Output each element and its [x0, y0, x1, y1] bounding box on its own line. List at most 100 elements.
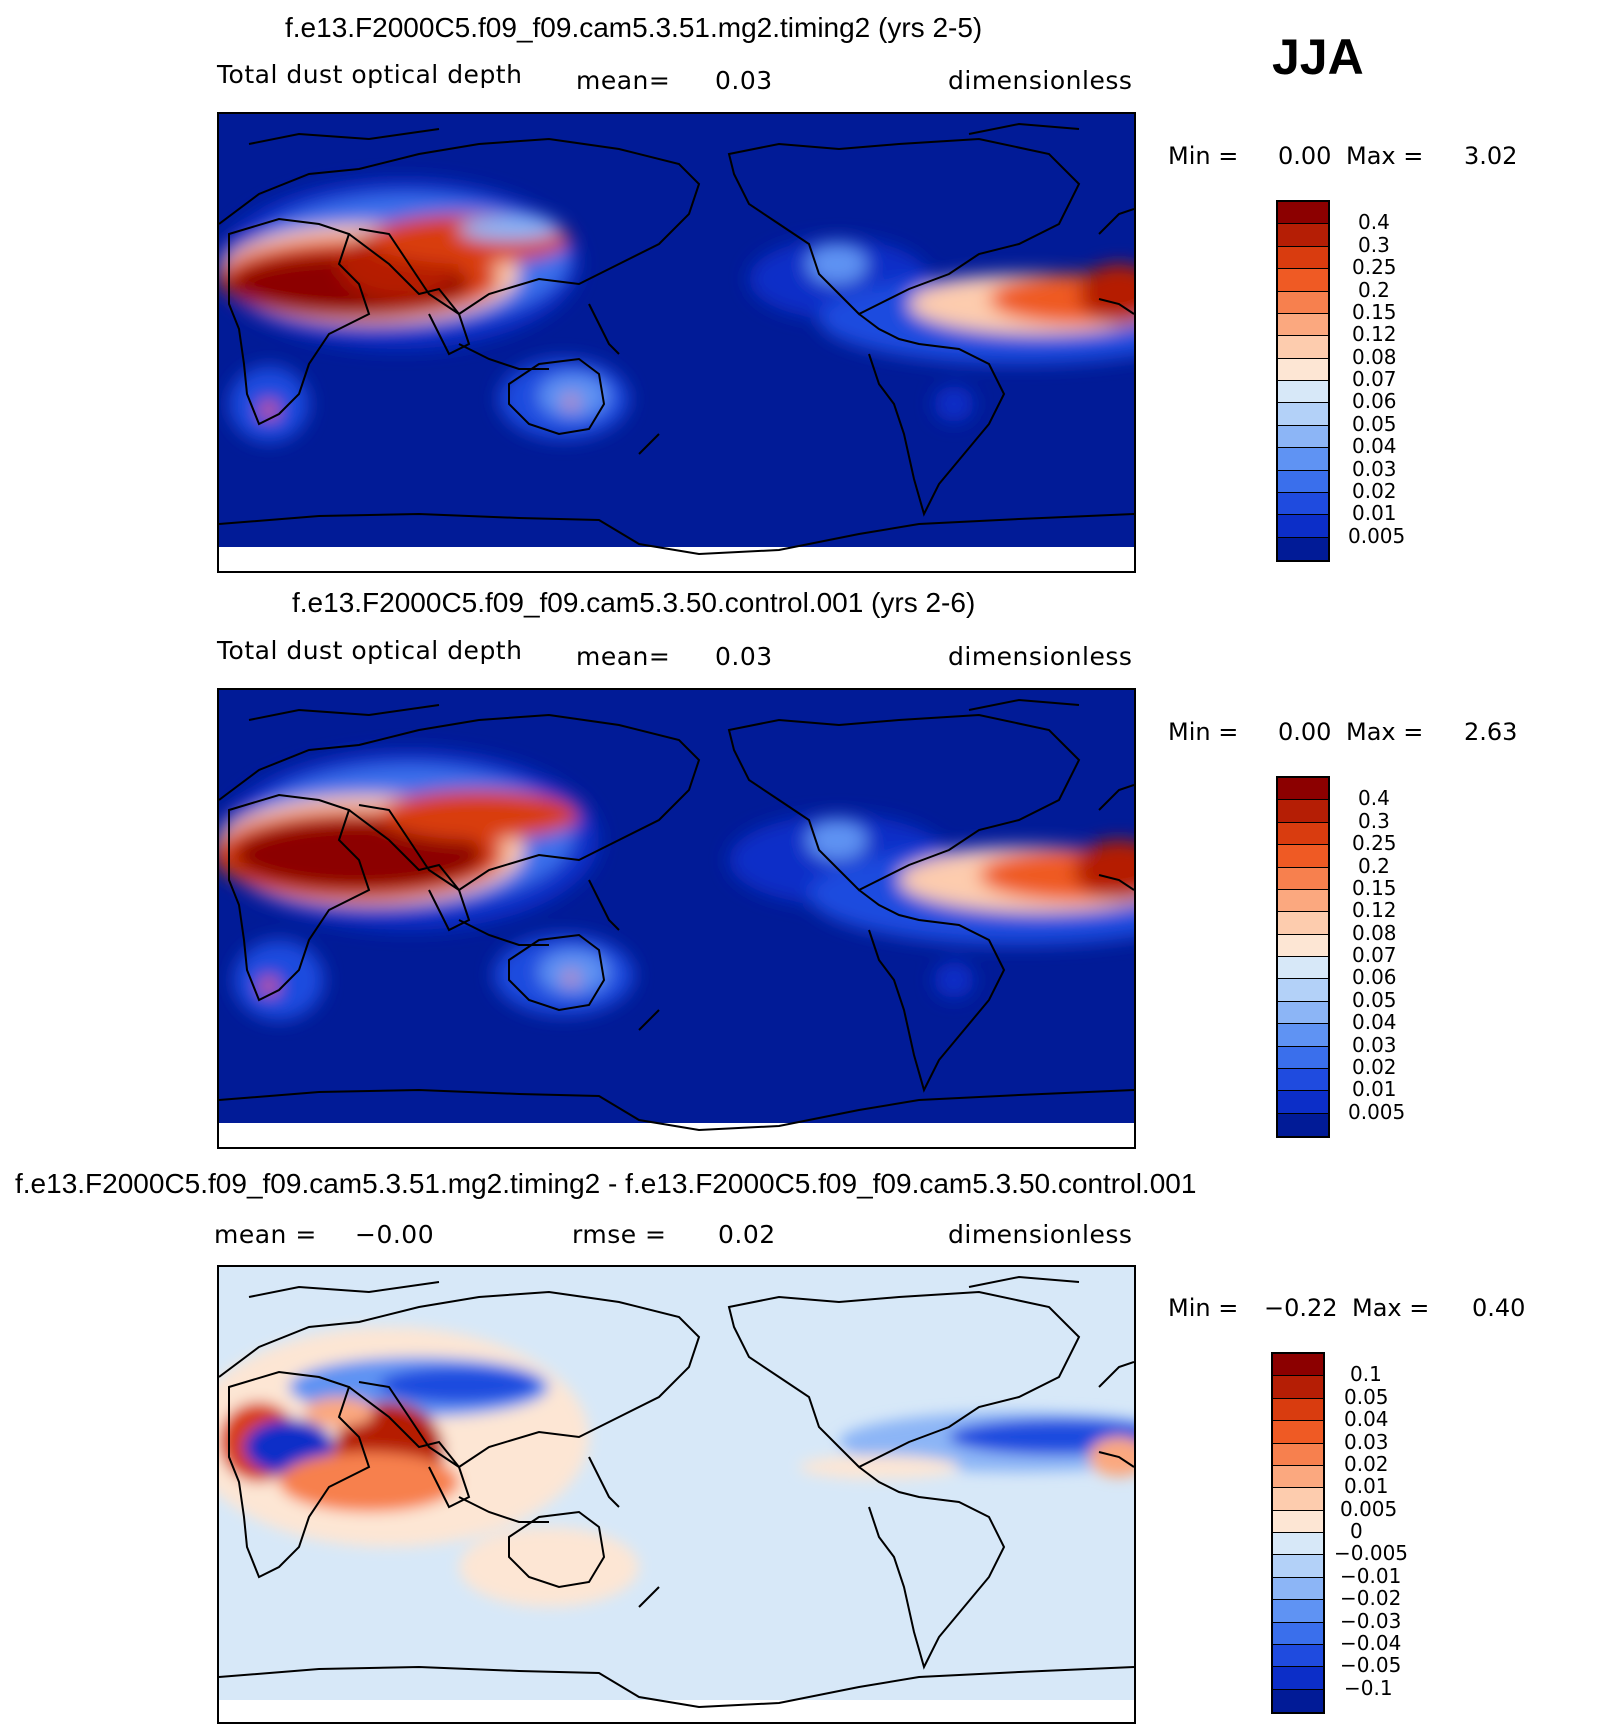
- colorbar-tick-label: 0.15: [1352, 875, 1397, 900]
- panel1-mean-value: 0.03: [715, 66, 773, 95]
- colorbar-segment: [1273, 1577, 1323, 1601]
- colorbar-tick-label: 0.25: [1352, 255, 1397, 280]
- colorbar-segment: [1278, 822, 1328, 846]
- coastlines: [219, 122, 1134, 556]
- colorbar-segment: [1278, 800, 1328, 823]
- colorbar-segment: [1273, 1354, 1323, 1377]
- colorbar-segment: [1273, 1689, 1323, 1712]
- colorbar-segment: [1273, 1667, 1323, 1690]
- panel3-title: f.e13.F2000C5.f09_f09.cam5.3.51.mg2.timi…: [15, 1168, 1197, 1199]
- panel1-map-svg: [219, 114, 1134, 571]
- colorbar-tick-label: 0.12: [1352, 322, 1397, 347]
- colorbar-segment: [1278, 381, 1328, 404]
- colorbar-tick-label: 0.01: [1352, 501, 1397, 526]
- panel2-colorbar-segments: [1278, 778, 1328, 1136]
- panel3-colorbar: [1271, 1352, 1325, 1714]
- colorbar-tick-label: 0.005: [1348, 1099, 1406, 1124]
- panel1-mean-label: mean=: [576, 66, 671, 95]
- colorbar-segment: [1278, 845, 1328, 868]
- panel3-min-label: Min =: [1168, 1294, 1239, 1322]
- dust-field: [219, 179, 1134, 442]
- colorbar-segment: [1273, 1600, 1323, 1623]
- colorbar-segment: [1273, 1443, 1323, 1466]
- season-label: JJA: [1272, 29, 1364, 85]
- colorbar-tick-label: 0.05: [1352, 987, 1397, 1012]
- colorbar-segment: [1273, 1533, 1323, 1556]
- panel3-max-value: 0.40: [1472, 1294, 1526, 1322]
- colorbar-tick-label: −0.1: [1344, 1675, 1393, 1700]
- colorbar-segment: [1278, 778, 1328, 801]
- panel3-map-svg: [219, 1267, 1134, 1722]
- colorbar-segment: [1273, 1398, 1323, 1422]
- panel2-units: dimensionless: [948, 642, 1133, 671]
- coastlines: [219, 698, 1134, 1132]
- panel1-max-label: Max =: [1346, 142, 1424, 170]
- colorbar-segment: [1273, 1510, 1323, 1533]
- colorbar-segment: [1278, 1046, 1328, 1069]
- colorbar-tick-label: 0.2: [1358, 277, 1390, 302]
- colorbar-tick-label: 0.4: [1358, 786, 1390, 811]
- colorbar-segment: [1278, 425, 1328, 449]
- coastlines: [219, 1275, 1134, 1709]
- colorbar-tick-label: 0.25: [1352, 831, 1397, 856]
- colorbar-segment: [1273, 1622, 1323, 1645]
- colorbar-tick-label: 0.08: [1352, 344, 1397, 369]
- colorbar-segment: [1278, 1113, 1328, 1136]
- colorbar-segment: [1278, 269, 1328, 292]
- colorbar-tick-label: 0.02: [1344, 1451, 1389, 1476]
- colorbar-tick-label: −0.02: [1340, 1586, 1402, 1611]
- colorbar-tick-label: 0.02: [1352, 478, 1397, 503]
- colorbar-segment: [1278, 403, 1328, 426]
- colorbar-tick-label: 0.05: [1352, 411, 1397, 436]
- panel1-min-value: 0.00: [1278, 142, 1332, 170]
- colorbar-segment: [1278, 492, 1328, 516]
- colorbar-tick-label: 0.06: [1352, 965, 1397, 990]
- colorbar-tick-label: −0.01: [1340, 1563, 1402, 1588]
- colorbar-segment: [1278, 336, 1328, 359]
- colorbar-tick-label: −0.04: [1340, 1630, 1402, 1655]
- panel2-variable-label: Total dust optical depth: [217, 636, 523, 665]
- difference-field: [219, 1327, 1134, 1607]
- colorbar-tick-label: 0.1: [1350, 1362, 1382, 1387]
- colorbar-segment: [1278, 1068, 1328, 1092]
- colorbar-segment: [1278, 889, 1328, 913]
- colorbar-tick-label: 0.07: [1352, 943, 1397, 967]
- colorbar-tick-label: 0.03: [1344, 1429, 1389, 1454]
- panel1-map: [217, 112, 1136, 573]
- colorbar-tick-label: 0.3: [1358, 808, 1390, 833]
- panel3-mean-label: mean =: [214, 1220, 317, 1249]
- colorbar-tick-label: 0.01: [1352, 1077, 1397, 1102]
- colorbar-segment: [1278, 515, 1328, 538]
- colorbar-tick-label: 0.3: [1358, 232, 1390, 257]
- colorbar-tick-label: 0.12: [1352, 898, 1397, 923]
- colorbar-segment: [1278, 934, 1328, 957]
- colorbar-segment: [1278, 979, 1328, 1002]
- colorbar-tick-label: 0.01: [1344, 1474, 1389, 1499]
- panel3-min-value: −0.22: [1264, 1294, 1338, 1322]
- colorbar-segment: [1278, 1091, 1328, 1114]
- colorbar-segment: [1278, 246, 1328, 270]
- colorbar-segment: [1273, 1421, 1323, 1444]
- panel1-title: f.e13.F2000C5.f09_f09.cam5.3.51.mg2.timi…: [285, 12, 983, 43]
- panel3-rmse-value: 0.02: [718, 1220, 776, 1249]
- panel1-max-value: 3.02: [1464, 142, 1518, 170]
- colorbar-segment: [1278, 291, 1328, 314]
- colorbar-segment: [1273, 1465, 1323, 1489]
- colorbar-segment: [1278, 912, 1328, 935]
- panel2-title: f.e13.F2000C5.f09_f09.cam5.3.50.control.…: [292, 587, 976, 618]
- colorbar-tick-label: 0.04: [1344, 1407, 1389, 1432]
- panel2-min-value: 0.00: [1278, 718, 1332, 746]
- panel2-mean-value: 0.03: [715, 642, 773, 671]
- colorbar-segment: [1278, 470, 1328, 493]
- colorbar-tick-label: 0.15: [1352, 299, 1397, 324]
- panel3-units: dimensionless: [948, 1220, 1133, 1249]
- panel3-colorbar-segments: [1273, 1354, 1323, 1712]
- panel3-mean-value: −0.00: [355, 1220, 435, 1249]
- panel2-map-svg: [219, 690, 1134, 1147]
- colorbar-tick-label: 0: [1350, 1519, 1363, 1543]
- colorbar-segment: [1273, 1376, 1323, 1399]
- panel3-rmse-label: rmse =: [572, 1220, 667, 1249]
- colorbar-segment: [1278, 957, 1328, 980]
- colorbar-tick-label: −0.03: [1340, 1608, 1402, 1633]
- panel2-min-label: Min =: [1168, 718, 1239, 746]
